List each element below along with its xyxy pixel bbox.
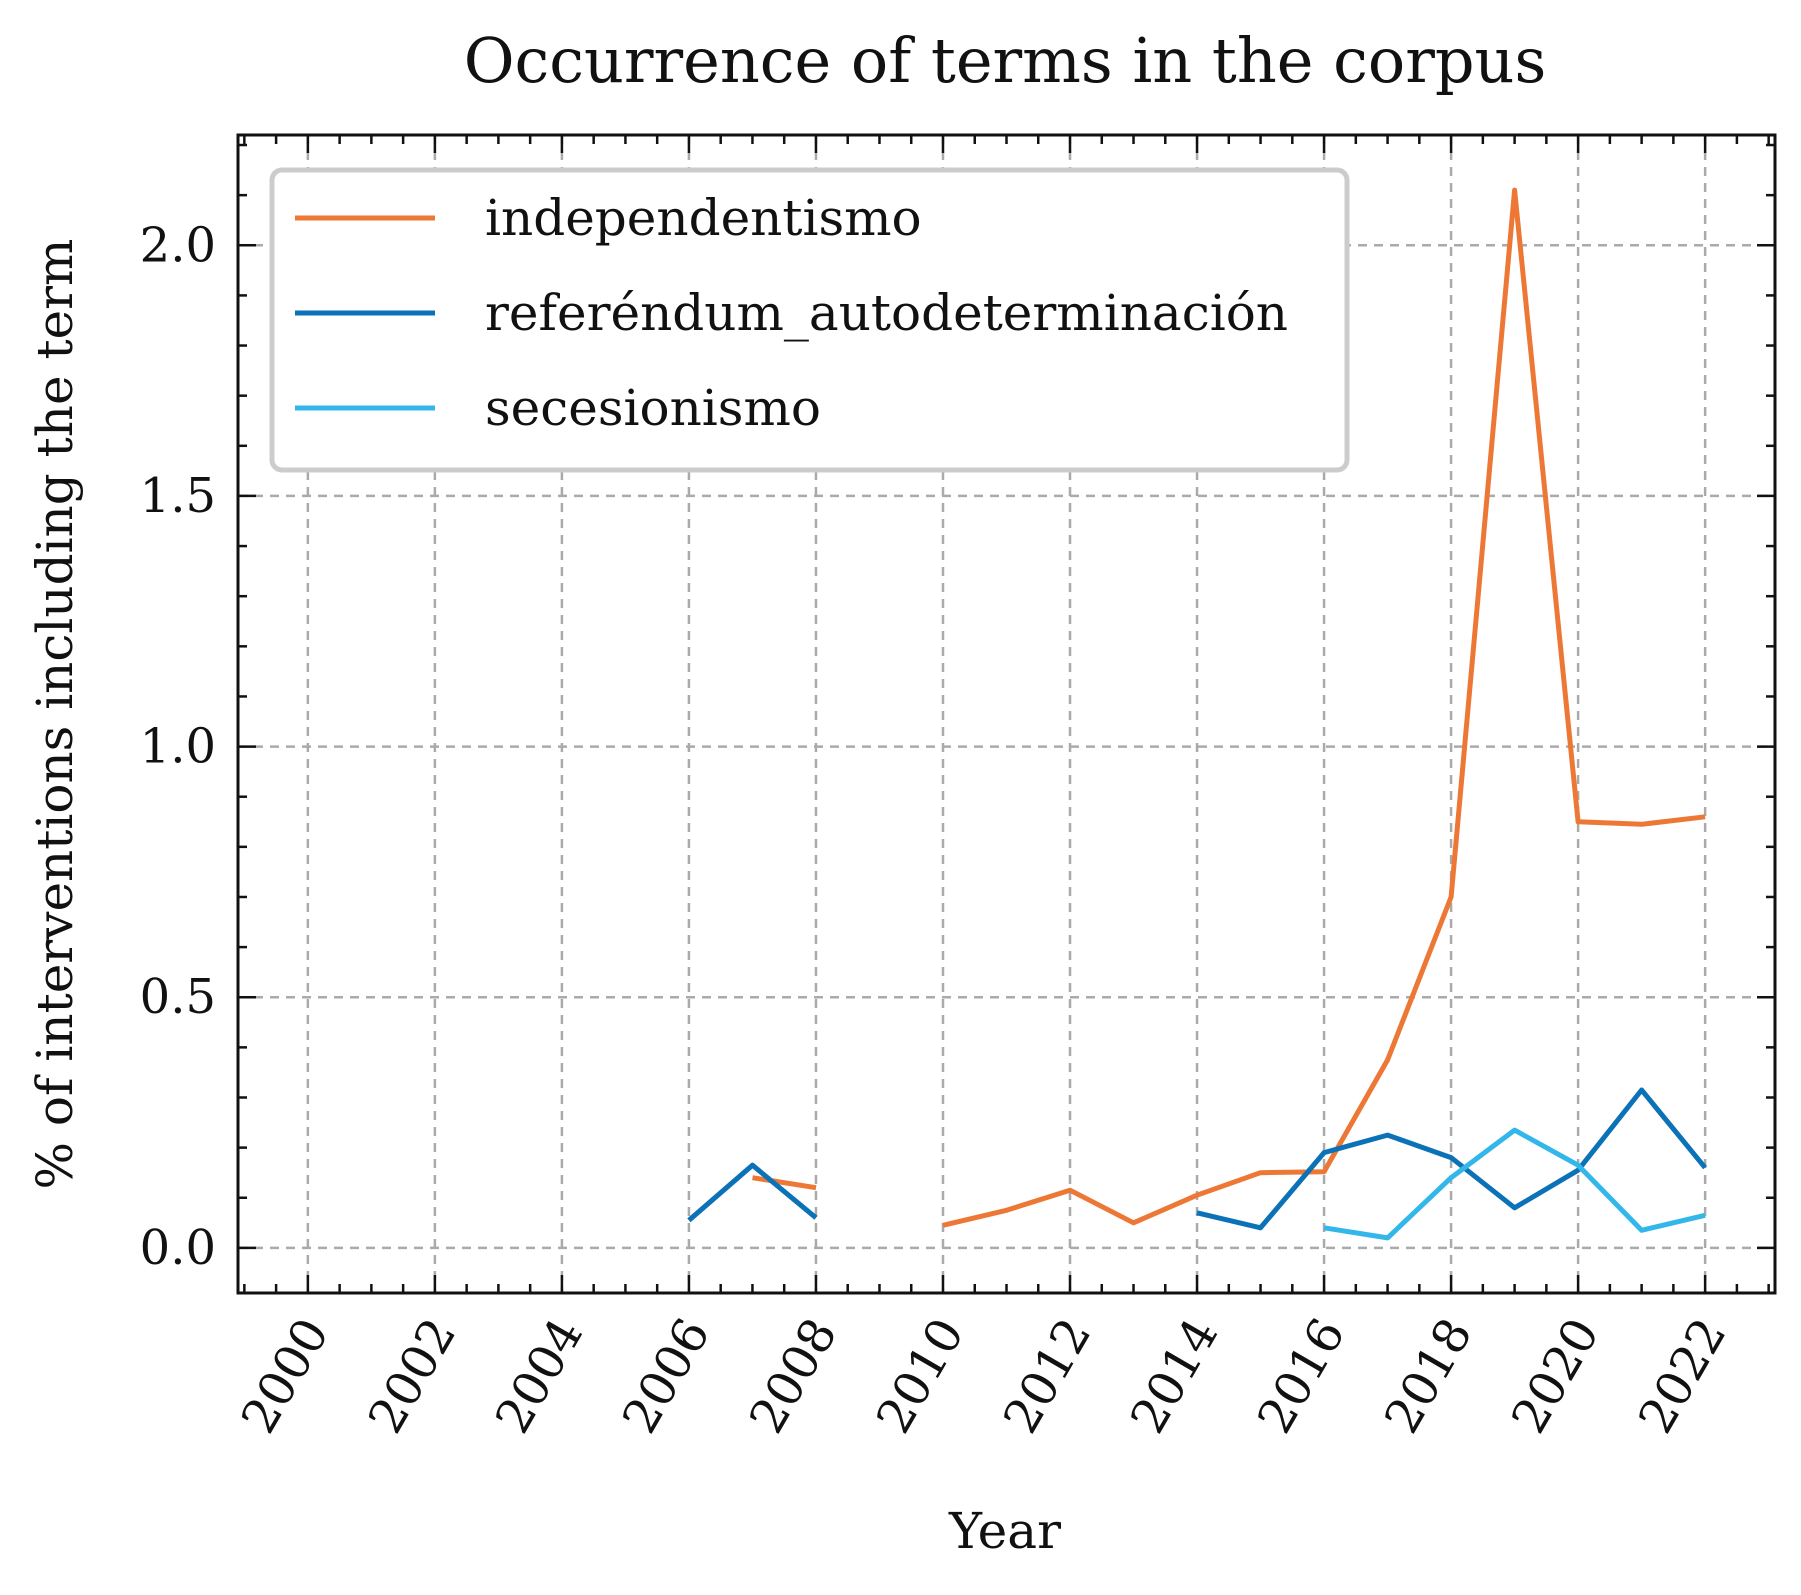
axis-ticks — [238, 135, 1775, 1293]
x-tick-label: 2018 — [1374, 1309, 1484, 1443]
x-tick-label: 2008 — [739, 1309, 849, 1443]
legend: independentismo referéndum_autodeterminac… — [269, 167, 1350, 473]
series-lines — [687, 187, 1708, 1241]
x-tick-label: 2000 — [231, 1309, 341, 1443]
series-line-independentismo — [752, 1175, 817, 1191]
chart-title: Occurrence of terms in the corpus — [464, 24, 1547, 97]
x-tick-label: 2002 — [358, 1309, 468, 1443]
x-tick-labels: 2000 2002 2004 2006 2008 2010 2012 2014 2016 2018… — [231, 1309, 1738, 1443]
legend-label-refere-ndum_autodeterminacio-n: referéndum_autodeterminación — [485, 284, 1288, 342]
x-tick-label: 2006 — [612, 1309, 722, 1443]
y-tick-label: 0.5 — [140, 969, 216, 1025]
x-tick-label: 2004 — [485, 1309, 595, 1443]
y-tick-label: 2.0 — [140, 217, 216, 273]
legend-label-secesionismo: secesionismo — [485, 379, 821, 437]
x-tick-label: 2010 — [866, 1309, 976, 1443]
series-line-refere-ndum_autodeterminacio-n — [1196, 1087, 1708, 1231]
legend-label-independentismo: independentismo — [485, 189, 922, 247]
x-tick-label: 2022 — [1628, 1309, 1738, 1443]
series-line-independentismo — [942, 187, 1706, 1228]
x-axis-label: Year — [948, 1502, 1061, 1560]
legend-entries: independentismo referéndum_autodeterminac… — [295, 189, 1288, 437]
x-tick-label: 2016 — [1247, 1309, 1357, 1443]
x-tick-label: 2014 — [1120, 1309, 1230, 1443]
x-tick-label: 2020 — [1501, 1309, 1611, 1443]
y-axis-label: % of interventions including the term — [26, 239, 84, 1190]
y-tick-label: 1.5 — [140, 468, 216, 524]
y-tick-label: 1.0 — [140, 719, 216, 775]
y-tick-label: 0.0 — [140, 1220, 216, 1276]
series-line-secesionismo — [1323, 1127, 1706, 1241]
series-line-refere-ndum_autodeterminacio-n — [687, 1162, 818, 1223]
y-tick-labels: 0.0 0.5 1.0 1.5 2.0 — [140, 217, 216, 1276]
x-tick-label: 2012 — [993, 1309, 1103, 1443]
legend-box — [269, 167, 1350, 473]
